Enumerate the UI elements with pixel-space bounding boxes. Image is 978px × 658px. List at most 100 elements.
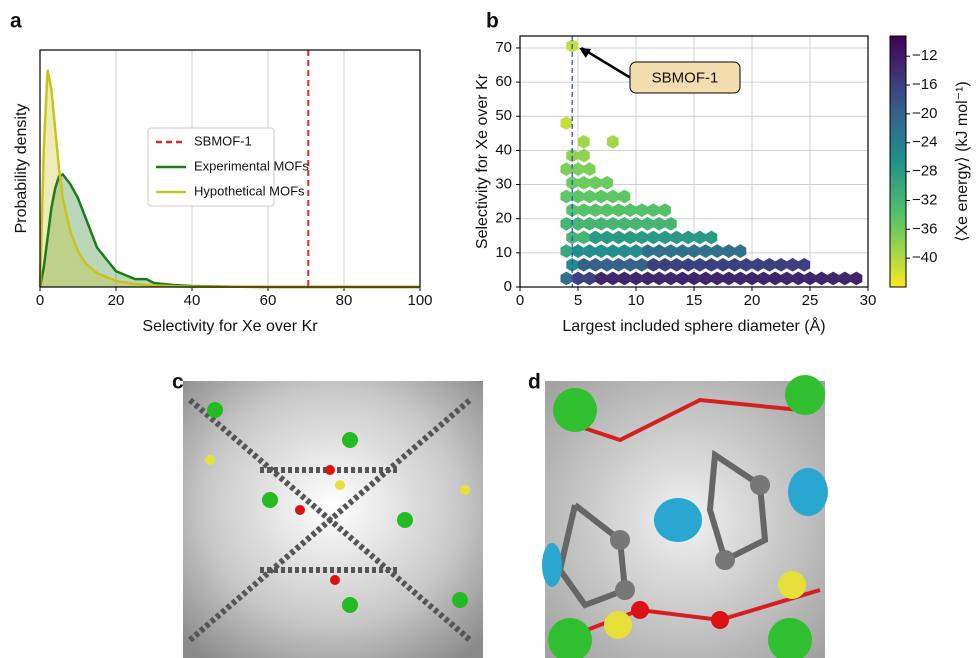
hexbin xyxy=(618,216,631,231)
y-axis-label: Selectivity for Xe over Kr xyxy=(474,73,491,249)
hexbin xyxy=(641,271,654,286)
colorbar-tick-label: −12 xyxy=(912,47,937,64)
x-tick-label: 25 xyxy=(802,292,819,309)
y-tick-label: 70 xyxy=(495,39,512,56)
hexbin xyxy=(635,257,648,272)
hexbin xyxy=(688,244,700,258)
annotation-arrow xyxy=(580,46,631,79)
hexbin xyxy=(624,257,637,272)
atom xyxy=(342,597,358,613)
hexbin xyxy=(676,244,689,258)
hexbin xyxy=(705,257,718,272)
x-axis-label: Selectivity for Xe over Kr xyxy=(142,318,318,335)
legend-box xyxy=(147,127,275,207)
hexbin xyxy=(763,257,776,272)
hexbin xyxy=(664,271,677,286)
hexbin xyxy=(577,176,590,190)
y-tick-label: 60 xyxy=(495,73,512,90)
hexbin xyxy=(722,271,735,286)
hexbin xyxy=(653,271,666,286)
hexbin xyxy=(624,230,637,245)
hexbin xyxy=(612,257,625,272)
hexbin xyxy=(798,257,811,272)
x-tick-label: 10 xyxy=(628,292,645,309)
hexbin xyxy=(647,257,660,272)
colorbar-tick-label: −16 xyxy=(912,76,937,93)
hexbin xyxy=(583,216,596,231)
colorbar-tick-label: −40 xyxy=(912,249,937,266)
hexbin xyxy=(804,271,816,286)
x-tick-label: 100 xyxy=(407,292,432,309)
legend-label: Hypothetical MOFs xyxy=(194,183,305,198)
hexbin xyxy=(734,271,747,286)
atom xyxy=(295,505,305,515)
atom xyxy=(553,388,597,432)
hexbin xyxy=(583,162,596,177)
panel-label: b xyxy=(486,10,499,33)
hexbin xyxy=(635,203,648,217)
hexbin xyxy=(577,148,590,163)
xe-density xyxy=(654,498,702,542)
atom xyxy=(711,611,729,629)
hexbin xyxy=(688,271,700,286)
x-axis-label: Largest included sphere diameter (Å) xyxy=(562,316,825,335)
panel-label: a xyxy=(10,10,22,33)
hexbin xyxy=(560,244,573,258)
atom xyxy=(335,480,345,490)
hexbin xyxy=(769,271,782,286)
hexbin xyxy=(589,176,602,190)
hexbin xyxy=(751,257,764,272)
hexbin xyxy=(740,257,753,272)
hexbin xyxy=(780,271,793,286)
atom xyxy=(778,571,806,599)
y-axis-label: Probability density xyxy=(13,104,30,234)
x-tick-label: 20 xyxy=(108,292,125,309)
hexbin xyxy=(838,271,851,286)
atom xyxy=(715,550,735,570)
hexbin xyxy=(560,271,573,286)
hexbin xyxy=(647,230,660,245)
atom xyxy=(615,580,635,600)
arrow-head xyxy=(579,47,592,58)
hexbin xyxy=(850,271,863,286)
colorbar xyxy=(889,35,907,288)
hexbin xyxy=(566,148,579,163)
atom xyxy=(631,601,649,619)
atom xyxy=(785,375,825,415)
hexbin xyxy=(560,162,573,177)
hexbin xyxy=(572,189,584,204)
hexbin xyxy=(647,203,660,217)
hexbin xyxy=(676,271,689,286)
colorbar-tick-label: −24 xyxy=(912,134,937,151)
hexbin xyxy=(572,271,584,286)
hexbin xyxy=(566,203,579,217)
x-tick-label: 60 xyxy=(260,292,277,309)
frame xyxy=(519,35,869,288)
atom xyxy=(548,618,592,658)
hexbin xyxy=(606,189,619,204)
hexbin xyxy=(595,271,608,286)
hexbin xyxy=(693,230,706,245)
hexbin xyxy=(583,244,596,258)
frame xyxy=(39,49,421,288)
panel-c-image xyxy=(183,381,483,658)
hexbin xyxy=(705,230,718,245)
hexbin xyxy=(757,271,770,286)
atom xyxy=(452,592,468,608)
hexbin xyxy=(728,257,741,272)
hexbin xyxy=(618,244,631,258)
atom xyxy=(750,475,770,495)
atom xyxy=(397,512,413,528)
hexbin xyxy=(595,216,608,231)
hexbin xyxy=(601,176,613,190)
hexbin xyxy=(815,271,828,286)
legend-label: Experimental MOFs xyxy=(194,158,309,173)
hexbin xyxy=(664,244,677,258)
hexbin xyxy=(577,230,590,245)
bonds xyxy=(559,397,821,642)
hexbin xyxy=(734,244,747,258)
hexbin xyxy=(722,244,735,258)
annotation-box xyxy=(629,61,741,94)
hexbin xyxy=(606,271,619,286)
